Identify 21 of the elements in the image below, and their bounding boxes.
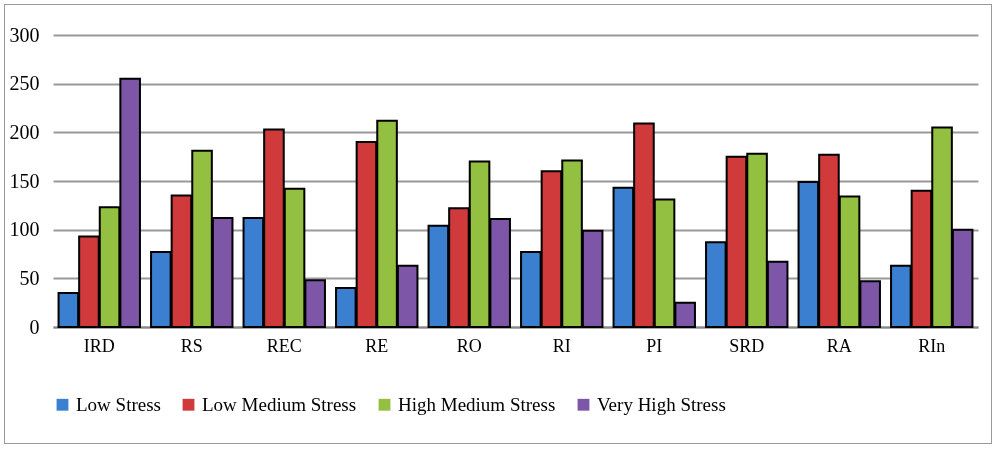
x-tick-label: RA — [826, 335, 852, 356]
y-tick-label: 50 — [19, 266, 40, 289]
legend-label: High Medium Stress — [398, 393, 556, 415]
y-tick-label: 300 — [9, 23, 40, 46]
x-tick-label: REC — [266, 335, 302, 356]
legend-label: Low Medium Stress — [202, 393, 357, 415]
y-tick-label: 200 — [9, 120, 40, 143]
x-tick-label: RIn — [918, 335, 946, 356]
legend-label: Low Stress — [76, 393, 161, 415]
x-tick-label: PI — [646, 335, 663, 356]
y-tick-label: 0 — [29, 315, 40, 338]
x-tick-label: RO — [456, 335, 482, 356]
x-tick-label: RS — [180, 335, 203, 356]
x-tick-label: RI — [552, 335, 571, 356]
x-tick-label: IRD — [83, 335, 115, 356]
y-tick-label: 150 — [9, 169, 40, 192]
x-tick-label: SRD — [729, 335, 765, 356]
y-tick-label: 250 — [9, 72, 40, 95]
x-tick-label: RE — [365, 335, 389, 356]
legend-label: Very High Stress — [597, 393, 726, 415]
y-tick-label: 100 — [9, 218, 40, 241]
